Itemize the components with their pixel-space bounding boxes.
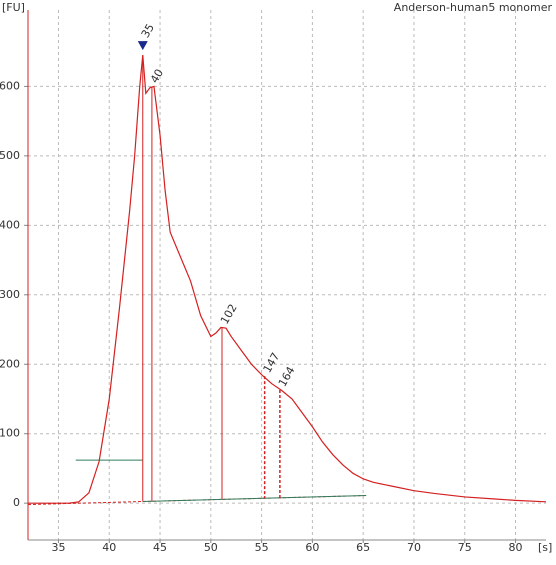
x-tick-label: 65 bbox=[356, 541, 370, 554]
y-axis-label: [FU] bbox=[2, 1, 25, 14]
chart-title: Anderson-human5 monomer bbox=[394, 1, 553, 14]
y-tick-label: 300 bbox=[0, 288, 20, 301]
y-tick-label: 0 bbox=[13, 496, 20, 509]
y-tick-label: 400 bbox=[0, 218, 20, 231]
series-line bbox=[28, 55, 546, 504]
y-tick-label: 100 bbox=[0, 427, 20, 440]
x-tick-label: 60 bbox=[305, 541, 319, 554]
peak-marker bbox=[137, 41, 148, 51]
y-tick-label: 500 bbox=[0, 149, 20, 162]
baseline-region bbox=[142, 495, 367, 503]
x-axis-label: [s] bbox=[538, 541, 552, 554]
x-tick-label: 35 bbox=[51, 541, 65, 554]
x-tick-label: 75 bbox=[458, 541, 472, 554]
x-tick-label: 40 bbox=[102, 541, 116, 554]
peak-label: 40 bbox=[148, 67, 166, 86]
x-tick-label: 45 bbox=[153, 541, 167, 554]
y-tick-label: 200 bbox=[0, 357, 20, 370]
peak-label: 35 bbox=[139, 22, 157, 41]
x-tick-label: 70 bbox=[407, 541, 421, 554]
x-tick-label: 50 bbox=[204, 541, 218, 554]
x-tick-label: 80 bbox=[509, 541, 523, 554]
x-tick-label: 55 bbox=[255, 541, 269, 554]
y-tick-label: 600 bbox=[0, 79, 20, 92]
